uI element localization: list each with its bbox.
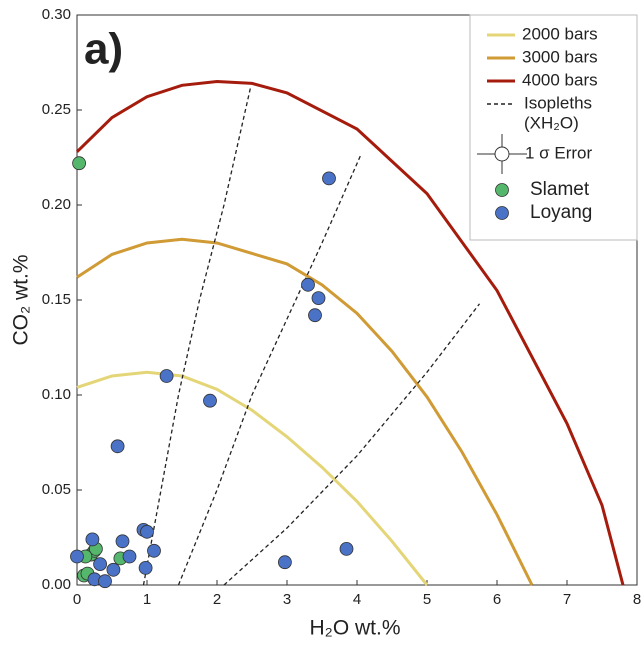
data-point [70,549,84,564]
isobar-curve [76,237,534,586]
legend-label: 2000 bars [522,24,598,43]
isobar-curve [76,370,429,586]
legend-label: 4000 bars [522,70,598,89]
data-point [98,574,112,589]
data-point [311,291,326,306]
data-point [277,555,292,570]
x-tick-label: 1 [143,591,151,608]
data-point [159,369,174,383]
data-point [138,561,153,575]
x-tick-label: 5 [423,591,431,608]
x-tick-label: 7 [563,591,571,608]
x-tick-label: 3 [283,591,291,608]
x-tick-label: 8 [633,591,641,608]
x-axis-title: H₂O wt.% [310,617,401,640]
data-point [301,277,315,292]
legend-marker [495,183,509,197]
y-tick-label: 0.25 [42,101,71,118]
legend-label: Slamet [530,179,590,200]
isopleth-line [177,155,362,586]
y-tick-label: 0.00 [42,576,71,593]
legend-error-marker [494,146,510,162]
data-point [322,171,336,186]
x-tick-label: 2 [213,591,221,608]
data-point [122,549,137,564]
x-tick-label: 6 [493,591,501,608]
isobar-curve [75,79,625,586]
data-point [203,393,217,408]
y-tick-label: 0.15 [42,291,71,308]
panel-label: a) [84,25,123,74]
legend-label: (XH₂O) [524,113,579,132]
y-tick-label: 0.20 [42,196,71,213]
data-point [115,534,130,549]
y-tick-label: 0.10 [42,386,71,403]
legend-marker [495,206,509,220]
legend-label: Isopleths [524,93,592,112]
isopleth-line [142,87,252,586]
legend-label: Loyang [530,202,592,223]
data-point [72,156,86,171]
x-tick-label: 4 [353,591,361,608]
data-point [110,439,125,454]
legend-label: 3000 bars [522,47,598,66]
data-point [147,543,161,558]
data-point [93,557,107,571]
data-point [308,308,322,323]
y-tick-label: 0.05 [42,481,71,498]
data-point [339,542,354,556]
legend-label: 1 σ Error [525,143,593,162]
y-tick-label: 0.30 [42,6,71,23]
data-point [140,524,154,539]
data-point [106,562,121,577]
legend-box [469,14,638,241]
data-point [85,532,100,547]
x-tick-label: 0 [73,591,81,608]
isopleth-line [223,303,481,586]
y-axis-title: CO₂ wt.% [10,255,33,346]
